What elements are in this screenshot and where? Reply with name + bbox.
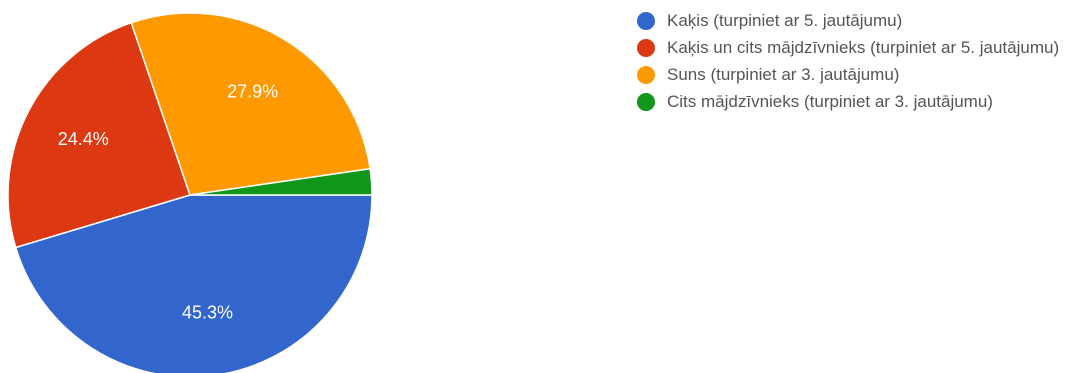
pie-chart-plot: 45.3% 24.4% 27.9% [7, 12, 373, 373]
legend-item-kakis[interactable]: Kaķis (turpiniet ar 5. jautājumu) [637, 10, 1082, 32]
legend-label-kakis-un-cits: Kaķis un cits mājdzīvnieks (turpiniet ar… [667, 38, 1060, 57]
slice-value-label-kakis: 45.3% [182, 302, 233, 322]
legend-swatch-kakis-un-cits [637, 39, 655, 57]
pie-slice-kakis-un-cits[interactable] [7, 21, 191, 249]
legend-label-suns: Suns (turpiniet ar 3. jautājumu) [667, 65, 900, 84]
pie-slice-kakis[interactable] [14, 194, 373, 373]
legend-swatch-suns [637, 66, 655, 84]
legend-label-cits-majdzivnieks: Cits mājdzīvnieks (turpiniet ar 3. jautā… [667, 92, 993, 111]
pie-slice-suns[interactable] [130, 12, 371, 196]
legend-item-kakis-un-cits[interactable]: Kaķis un cits mājdzīvnieks (turpiniet ar… [637, 37, 1082, 59]
legend-label-kakis: Kaķis (turpiniet ar 5. jautājumu) [667, 11, 903, 30]
slice-value-label-kakis-un-cits: 24.4% [58, 129, 109, 149]
legend-swatch-kakis [637, 12, 655, 30]
legend-item-suns[interactable]: Suns (turpiniet ar 3. jautājumu) [637, 64, 1082, 86]
pie-slices [7, 12, 373, 373]
legend-swatch-cits-majdzivnieks [637, 93, 655, 111]
pie-slice-labels: 45.3% 24.4% 27.9% [58, 81, 278, 322]
legend-item-cits-majdzivnieks[interactable]: Cits mājdzīvnieks (turpiniet ar 3. jautā… [637, 91, 1082, 113]
pie-slice-cits-majdzivnieks[interactable] [189, 167, 373, 196]
slice-value-label-suns: 27.9% [227, 81, 278, 101]
chart-legend: Kaķis (turpiniet ar 5. jautājumu) Kaķis … [637, 10, 1082, 118]
